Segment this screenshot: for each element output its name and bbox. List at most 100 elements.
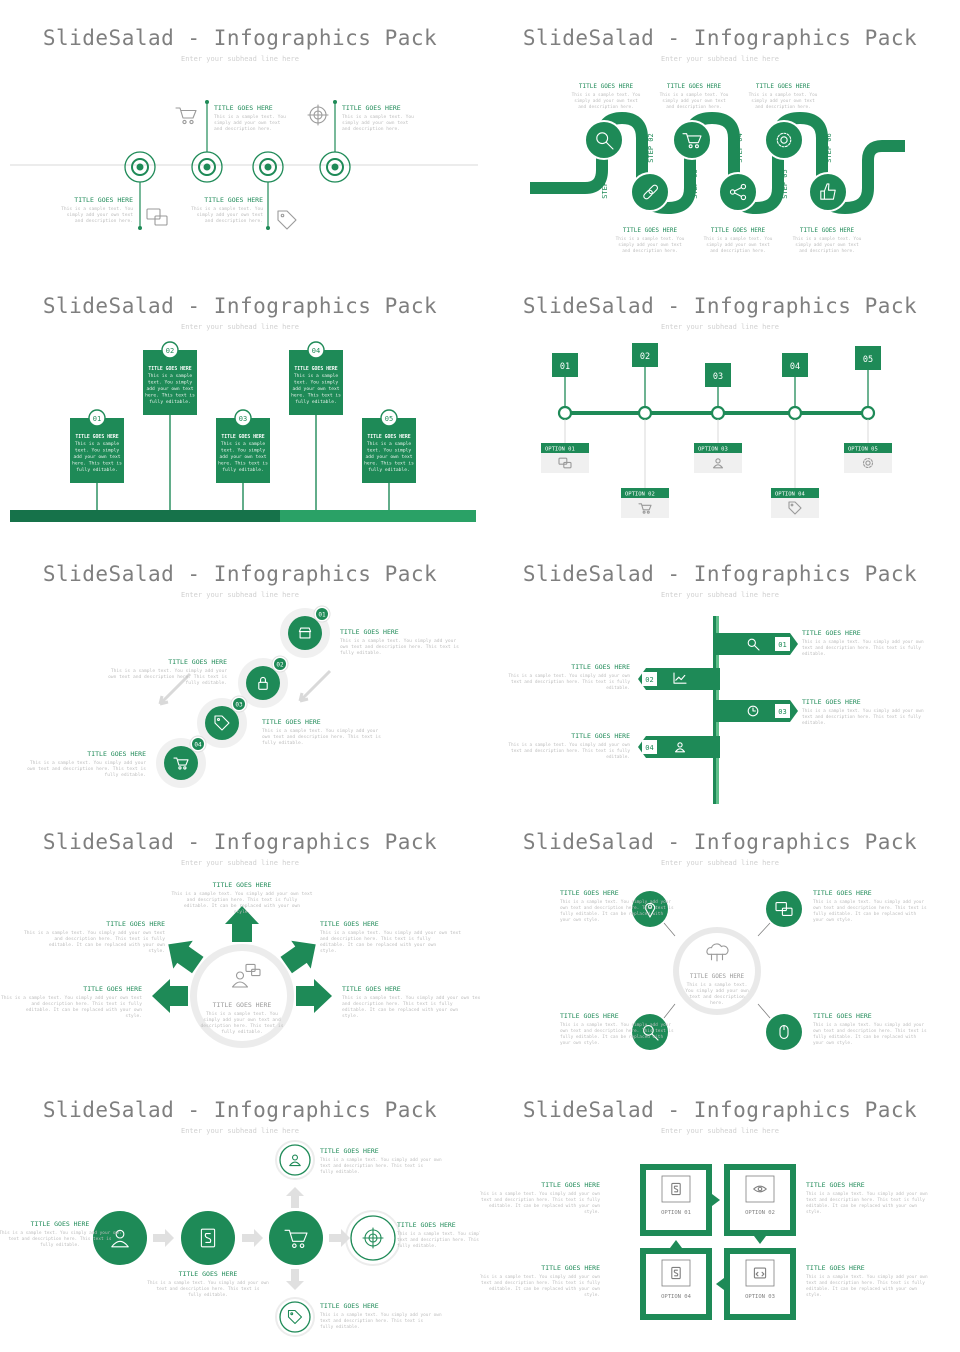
text-block: TITLE GOES HERE This is a sample text. Yo…: [397, 1221, 480, 1249]
gear-teeth: [862, 457, 874, 469]
chat-icon: [558, 457, 572, 469]
item-title: TITLE GOES HERE: [74, 196, 133, 204]
timeline-node: [860, 405, 876, 421]
item-text: This is a sample text. You simply add yo…: [560, 899, 671, 905]
card-text: here. This text is: [291, 393, 341, 399]
card-text: This is a sample: [294, 373, 338, 379]
slide-subhead: Enter your subhead line here: [660, 55, 779, 63]
slide-title: SlideSalad - Infographics Pack: [42, 294, 438, 318]
head: [235, 971, 245, 980]
node-inner: [259, 158, 277, 176]
badge-number: 04: [194, 742, 202, 749]
text-block: TITLE GOES HERE This is a sample text. Yo…: [342, 104, 414, 132]
slide-subhead: Enter your subhead line here: [660, 1127, 779, 1135]
item-text: and description here. This text is fully: [342, 1001, 453, 1007]
center-text: fully editable.: [221, 1029, 263, 1035]
slide-subhead: Enter your subhead line here: [660, 591, 779, 599]
arrow-shape: [225, 906, 259, 942]
item-title: TITLE GOES HERE: [31, 1220, 90, 1228]
center-text: here.: [710, 1000, 724, 1006]
badge-number: 02: [276, 662, 284, 669]
card-number: 03: [239, 415, 247, 423]
slide-4: SlideSalad - Infographics Pack Enter you…: [480, 268, 960, 536]
item-text: This is a sample text. You: [749, 92, 818, 98]
option-label: OPTION 03: [698, 447, 728, 453]
item-text: simply add your own text: [574, 98, 638, 104]
item-text: This is a sample text. You: [660, 92, 729, 98]
slide-subhead: Enter your subhead line here: [180, 323, 299, 331]
item-text: and description here.: [214, 126, 272, 132]
search-icon: [643, 1025, 659, 1041]
icon-frame: [745, 1175, 775, 1203]
stem-end: [205, 100, 209, 104]
gear-icon: [862, 457, 874, 469]
handle: [753, 644, 760, 651]
item-text: simply add your own text: [67, 212, 134, 218]
item-text: editable.: [606, 685, 630, 691]
slide-subhead: Enter your subhead line here: [180, 55, 299, 63]
card-text: add your own text: [219, 454, 266, 460]
item-text: This is a sample text. You simply add yo…: [806, 1191, 928, 1197]
doc: [200, 1228, 216, 1248]
slide-8-graphic: TITLE GOES HERE This is a sample text.You…: [560, 889, 927, 1050]
card-text: This is a sample: [367, 441, 411, 447]
step-label: STEP 04: [736, 133, 744, 163]
dollar: [673, 1269, 679, 1277]
text-block: TITLE GOES HERE This is a sample text. Yo…: [27, 750, 146, 778]
text-block: TITLE GOES HERE This is a sample text. Yo…: [320, 920, 461, 954]
pointer: [712, 1194, 720, 1206]
gear-hub: [865, 460, 871, 466]
card-text: text. You simply: [367, 448, 411, 454]
cart-wheel: [189, 119, 194, 125]
item-title: TITLE GOES HERE: [83, 985, 142, 993]
clock-face: [747, 705, 759, 717]
option-label-bg: [541, 443, 589, 453]
clock-hands: [752, 707, 756, 712]
number: 01: [560, 362, 570, 372]
timeline-node: [787, 405, 803, 421]
gear-hub: [780, 136, 788, 144]
card: [70, 418, 124, 483]
thumbs-up-icon: [820, 183, 836, 200]
head: [115, 1229, 125, 1239]
text-block: TITLE GOES HERE This is a sample text. Yo…: [61, 196, 133, 224]
item-text: style.: [342, 1013, 359, 1019]
tag-icon: [277, 210, 297, 230]
user-icon: [712, 458, 724, 469]
arrow-group: [168, 940, 204, 974]
tag-icon: [214, 715, 230, 731]
item-text: This is a sample text. You simply add yo…: [813, 899, 924, 905]
center-text: simply add your own text and: [203, 1017, 281, 1023]
item-title: TITLE GOES HERE: [106, 920, 165, 928]
item-text: own text and description here. This text…: [262, 734, 381, 740]
card-badge: [234, 409, 252, 427]
item-text: editable.: [802, 720, 826, 726]
timeline-node: [710, 405, 726, 421]
cart-icon: [682, 133, 702, 149]
flow-arrow: [329, 1229, 350, 1247]
tag-shape: [788, 501, 802, 515]
text-block: TITLE GOES HERE This is a sample text. Yo…: [508, 663, 630, 691]
item-text: text and description here. This text is: [320, 1163, 423, 1169]
card-text: text. You simply: [221, 448, 265, 454]
card-text: here. This text is: [145, 393, 195, 399]
card-text: fully editable.: [76, 467, 118, 473]
node-inner: [131, 158, 149, 176]
card-text: text. You simply: [294, 380, 338, 386]
text-block: TITLE GOES HERE This is a sample text. Yo…: [262, 718, 381, 746]
item-text: This is a sample text. You simply add yo…: [342, 995, 480, 1001]
cart-wheel: [183, 766, 187, 770]
slide-subhead: Enter your subhead line here: [660, 323, 779, 331]
number: 05: [863, 355, 873, 365]
dollar-icon: [200, 1228, 216, 1248]
card-title: TITLE GOES HERE: [75, 434, 118, 440]
card-number: 02: [166, 347, 174, 355]
item-text: text and description here. This text is: [397, 1237, 480, 1243]
text-block: TITLE GOES HERE This is a sample text. Yo…: [108, 658, 227, 686]
sign-num-box: [642, 672, 657, 686]
chat-icon: [146, 208, 168, 226]
share-icon: [729, 183, 747, 201]
option-label: OPTION 02: [745, 1210, 775, 1216]
cart-wheel: [688, 144, 693, 149]
text-block: TITLE GOES HERE This is a sample text. Yo…: [813, 1012, 927, 1046]
